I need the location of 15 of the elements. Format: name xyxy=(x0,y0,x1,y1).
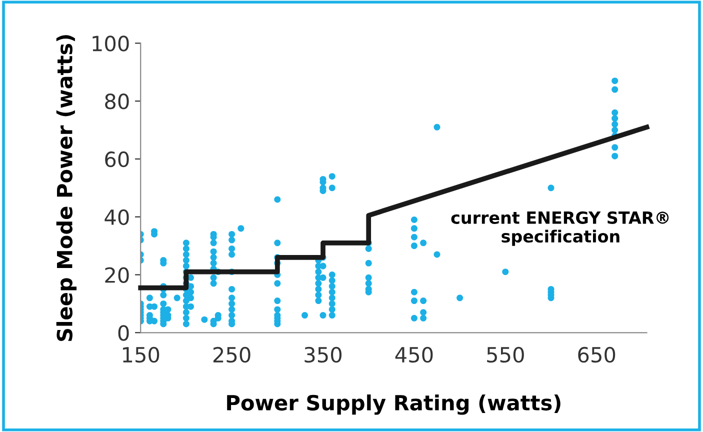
x-tick-label: 350 xyxy=(304,346,342,363)
x-tick-label: 550 xyxy=(487,346,524,363)
x-tick-label: 250 xyxy=(213,346,250,363)
x-tick-label: 650 xyxy=(578,346,616,363)
y-tick-label: 60 xyxy=(105,151,129,168)
y-axis-title: Sleep Mode Power (watts) xyxy=(56,35,77,341)
y-tick-label: 80 xyxy=(105,94,129,110)
annotation: current ENERGY STAR® specification xyxy=(451,211,669,246)
x-tick-label: 150 xyxy=(123,346,160,363)
y-tick-label: 100 xyxy=(92,36,129,52)
y-tick-label: 40 xyxy=(104,209,129,226)
x-axis-title: Power Supply Rating (watts) xyxy=(227,394,560,415)
x-tick-label: 450 xyxy=(395,346,433,363)
y-tick-label: 0 xyxy=(118,325,129,341)
y-tick-label: 20 xyxy=(105,267,129,283)
